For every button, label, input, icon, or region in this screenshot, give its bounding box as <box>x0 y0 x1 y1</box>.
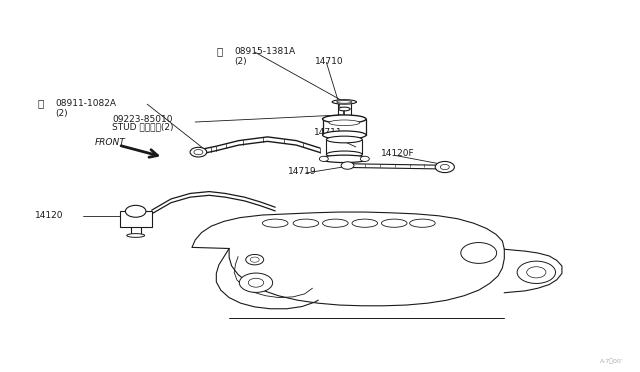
Text: 14120: 14120 <box>35 211 64 219</box>
Ellipse shape <box>337 101 352 103</box>
FancyBboxPatch shape <box>120 211 152 227</box>
Ellipse shape <box>127 234 145 237</box>
Ellipse shape <box>293 219 319 227</box>
Ellipse shape <box>323 219 348 227</box>
Ellipse shape <box>326 151 362 158</box>
Ellipse shape <box>320 155 369 163</box>
Text: 14710: 14710 <box>315 57 344 65</box>
Ellipse shape <box>323 115 366 123</box>
Circle shape <box>360 156 369 161</box>
Text: 08911-1082A: 08911-1082A <box>55 99 116 108</box>
Circle shape <box>194 150 203 155</box>
Text: 14711: 14711 <box>314 128 342 137</box>
Text: A·7：00’: A·7：00’ <box>600 358 624 364</box>
Circle shape <box>239 273 273 292</box>
Ellipse shape <box>329 120 360 126</box>
Circle shape <box>517 261 556 283</box>
Circle shape <box>246 254 264 265</box>
Ellipse shape <box>352 219 378 227</box>
Circle shape <box>248 278 264 287</box>
Ellipse shape <box>262 219 288 227</box>
Text: 14120F: 14120F <box>381 149 415 158</box>
Ellipse shape <box>326 136 362 143</box>
Text: STUD スタッド(2): STUD スタッド(2) <box>112 122 173 131</box>
Circle shape <box>440 164 449 170</box>
Text: 08915-1381A: 08915-1381A <box>234 47 296 56</box>
Circle shape <box>435 161 454 173</box>
Text: FRONT: FRONT <box>95 138 125 147</box>
Text: 09223-85010: 09223-85010 <box>112 115 173 124</box>
Text: Ⓝ: Ⓝ <box>216 46 223 56</box>
Text: 14719: 14719 <box>288 167 317 176</box>
Text: (2): (2) <box>55 109 68 118</box>
Ellipse shape <box>339 107 350 111</box>
Text: (2): (2) <box>234 57 247 66</box>
Circle shape <box>250 257 259 262</box>
Circle shape <box>341 162 354 169</box>
Ellipse shape <box>323 131 366 139</box>
Text: Ⓝ: Ⓝ <box>37 99 44 108</box>
Ellipse shape <box>381 219 407 227</box>
Circle shape <box>527 267 546 278</box>
Circle shape <box>319 156 328 161</box>
Circle shape <box>190 147 207 157</box>
Ellipse shape <box>410 219 435 227</box>
Circle shape <box>461 243 497 263</box>
Circle shape <box>125 205 146 217</box>
Ellipse shape <box>332 100 356 104</box>
